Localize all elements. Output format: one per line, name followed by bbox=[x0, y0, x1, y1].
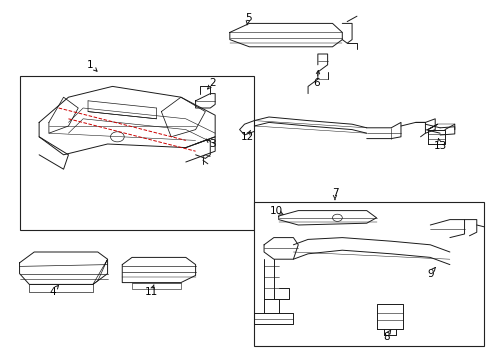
Text: 10: 10 bbox=[269, 206, 282, 216]
Text: 8: 8 bbox=[382, 332, 389, 342]
Text: 5: 5 bbox=[244, 13, 251, 23]
Text: 3: 3 bbox=[209, 139, 216, 149]
Text: 11: 11 bbox=[144, 287, 158, 297]
Text: 4: 4 bbox=[49, 287, 56, 297]
Bar bbox=[20, 76, 254, 230]
Text: 2: 2 bbox=[209, 78, 216, 88]
Text: 1: 1 bbox=[87, 60, 94, 70]
Text: 12: 12 bbox=[240, 132, 253, 142]
Text: 13: 13 bbox=[432, 141, 446, 151]
Text: 6: 6 bbox=[313, 78, 320, 88]
Text: 7: 7 bbox=[331, 188, 338, 198]
Text: 9: 9 bbox=[426, 269, 433, 279]
Bar bbox=[254, 202, 483, 346]
